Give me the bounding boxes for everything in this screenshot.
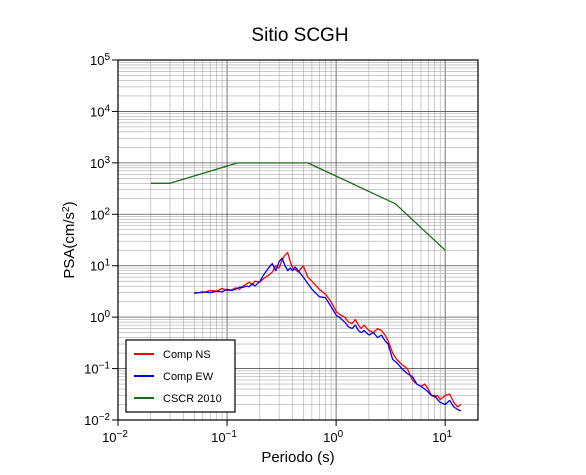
legend-label-cscr-2010: CSCR 2010 bbox=[163, 393, 222, 405]
x-axis-ticks: 10−2 10−1 100 101 bbox=[102, 420, 453, 445]
chart-title: Sitio SCGH bbox=[251, 25, 348, 46]
y-tick-label: 10−1 bbox=[84, 360, 110, 377]
legend-label-comp-ew: Comp EW bbox=[163, 371, 214, 383]
y-tick-label: 100 bbox=[90, 309, 110, 326]
y-tick-label: 102 bbox=[90, 206, 110, 223]
series-line-cscr-2010 bbox=[150, 162, 446, 251]
y-axis-ticks: 10−2 10−1 100 101 102 103 104 105 bbox=[84, 52, 118, 429]
y-tick-label: 101 bbox=[90, 257, 110, 274]
y-tick-label: 104 bbox=[90, 103, 110, 120]
series-line-comp-ns bbox=[194, 251, 462, 408]
legend-label-comp-ns: Comp NS bbox=[163, 349, 211, 361]
legend: Comp NS Comp EW CSCR 2010 bbox=[125, 339, 236, 413]
x-tick-label: 101 bbox=[432, 429, 452, 446]
x-tick-label: 10−1 bbox=[211, 429, 237, 446]
y-tick-label: 10−2 bbox=[84, 412, 110, 429]
series-line-comp-ew bbox=[194, 257, 462, 412]
plot-frame bbox=[117, 59, 479, 421]
x-tick-label: 10−2 bbox=[102, 429, 128, 446]
x-axis-label: Periodo (s) bbox=[261, 449, 334, 466]
x-tick-label: 100 bbox=[323, 429, 343, 446]
y-tick-label: 103 bbox=[90, 154, 110, 171]
y-axis-label: PSA(cm/s2) bbox=[61, 201, 79, 278]
series-layer bbox=[150, 162, 462, 412]
y-tick-label: 105 bbox=[90, 52, 110, 69]
